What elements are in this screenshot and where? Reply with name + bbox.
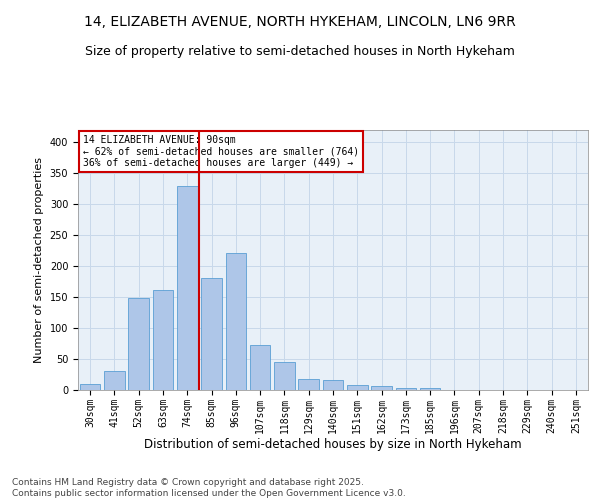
Bar — [347, 385, 368, 390]
Bar — [323, 380, 343, 390]
Text: 14, ELIZABETH AVENUE, NORTH HYKEHAM, LINCOLN, LN6 9RR: 14, ELIZABETH AVENUE, NORTH HYKEHAM, LIN… — [84, 15, 516, 29]
Bar — [395, 388, 416, 390]
Bar — [298, 380, 319, 390]
Text: 14 ELIZABETH AVENUE: 90sqm
← 62% of semi-detached houses are smaller (764)
36% o: 14 ELIZABETH AVENUE: 90sqm ← 62% of semi… — [83, 135, 359, 168]
Bar — [152, 290, 173, 390]
Bar — [104, 372, 125, 390]
Bar — [128, 298, 149, 390]
Bar — [371, 386, 392, 390]
Bar — [226, 252, 246, 390]
Bar — [420, 388, 440, 390]
Text: Contains HM Land Registry data © Crown copyright and database right 2025.
Contai: Contains HM Land Registry data © Crown c… — [12, 478, 406, 498]
Bar — [250, 346, 271, 390]
Bar — [80, 384, 100, 390]
X-axis label: Distribution of semi-detached houses by size in North Hykeham: Distribution of semi-detached houses by … — [144, 438, 522, 452]
Y-axis label: Number of semi-detached properties: Number of semi-detached properties — [34, 157, 44, 363]
Bar — [177, 186, 197, 390]
Bar — [274, 362, 295, 390]
Text: Size of property relative to semi-detached houses in North Hykeham: Size of property relative to semi-detach… — [85, 45, 515, 58]
Bar — [201, 278, 222, 390]
